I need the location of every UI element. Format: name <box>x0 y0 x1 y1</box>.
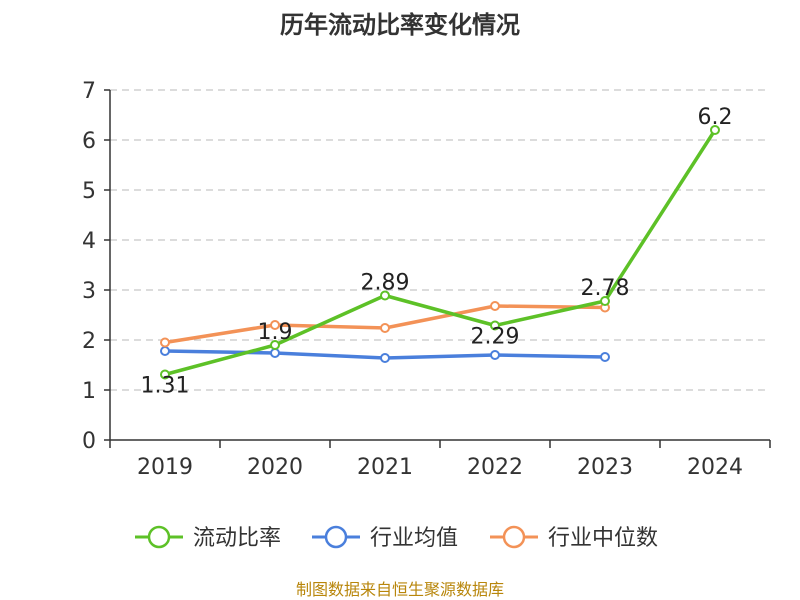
data-point-行业中位数-2022[interactable] <box>490 301 500 311</box>
data-label-2022: 2.29 <box>471 325 520 350</box>
chart-title: 历年流动比率变化情况 <box>280 11 520 39</box>
data-point-行业均值-2019[interactable] <box>160 346 170 356</box>
legend-label-行业均值[interactable]: 行业均值 <box>370 526 458 551</box>
y-tick-label: 0 <box>82 429 96 454</box>
source-note: 制图数据来自恒生聚源数据库 <box>296 580 504 599</box>
data-point-流动比率-2024[interactable] <box>710 125 720 135</box>
x-tick-label-2024: 2024 <box>687 455 743 480</box>
y-tick-label: 6 <box>82 129 96 154</box>
series-line-流动比率 <box>164 129 717 377</box>
y-tick-label: 5 <box>82 179 96 204</box>
data-point-行业中位数-2019[interactable] <box>160 337 170 348</box>
data-point-行业均值-2023[interactable] <box>600 352 610 362</box>
data-label-2021: 2.89 <box>361 271 410 296</box>
x-tick-label-2022: 2022 <box>467 455 523 480</box>
data-label-2023: 2.78 <box>581 276 630 301</box>
data-point-流动比率-2021[interactable] <box>380 290 390 301</box>
x-tick-label-2020: 2020 <box>247 455 303 480</box>
x-tick-label-2021: 2021 <box>357 455 413 480</box>
data-label-2024: 6.2 <box>698 105 733 130</box>
y-tick-label: 1 <box>82 379 96 404</box>
data-label-2019: 1.31 <box>141 374 190 399</box>
grid-lines <box>110 89 770 391</box>
data-point-行业均值-2020[interactable] <box>270 348 280 358</box>
data-point-行业中位数-2020[interactable] <box>270 320 280 330</box>
legend-label-流动比率[interactable]: 流动比率 <box>193 526 281 551</box>
legend[interactable]: 流动比率 行业均值 行业中位数 <box>135 525 658 551</box>
data-point-行业均值-2021[interactable] <box>380 353 390 363</box>
data-point-行业中位数-2021[interactable] <box>380 323 390 333</box>
data-label-2020: 1.9 <box>258 320 293 345</box>
y-tick-label: 7 <box>82 79 96 104</box>
legend-marker-流动比率[interactable] <box>147 525 171 549</box>
data-point-流动比率-2023[interactable] <box>600 296 610 306</box>
data-point-行业均值-2022[interactable] <box>490 350 500 360</box>
axes: 0 1 2 3 4 5 6 7 2019 2020 2021 2022 2023 2024 <box>82 79 771 480</box>
y-tick-label: 2 <box>82 329 96 354</box>
y-tick-label: 3 <box>82 279 96 304</box>
y-tick-label: 4 <box>82 229 96 254</box>
x-tick-label-2019: 2019 <box>137 455 193 480</box>
legend-marker-行业中位数[interactable] <box>502 525 526 549</box>
x-tick-label-2023: 2023 <box>577 455 633 480</box>
legend-marker-行业均值[interactable] <box>324 525 348 549</box>
data-point-流动比率-2020[interactable] <box>270 340 280 350</box>
data-point-流动比率-2019[interactable] <box>160 369 170 380</box>
data-labels: 1.31 1.9 2.89 2.29 2.78 6.2 <box>141 105 733 399</box>
series-layer <box>160 125 720 380</box>
data-point-流动比率-2022[interactable] <box>490 320 500 331</box>
legend-label-行业中位数[interactable]: 行业中位数 <box>548 526 658 551</box>
